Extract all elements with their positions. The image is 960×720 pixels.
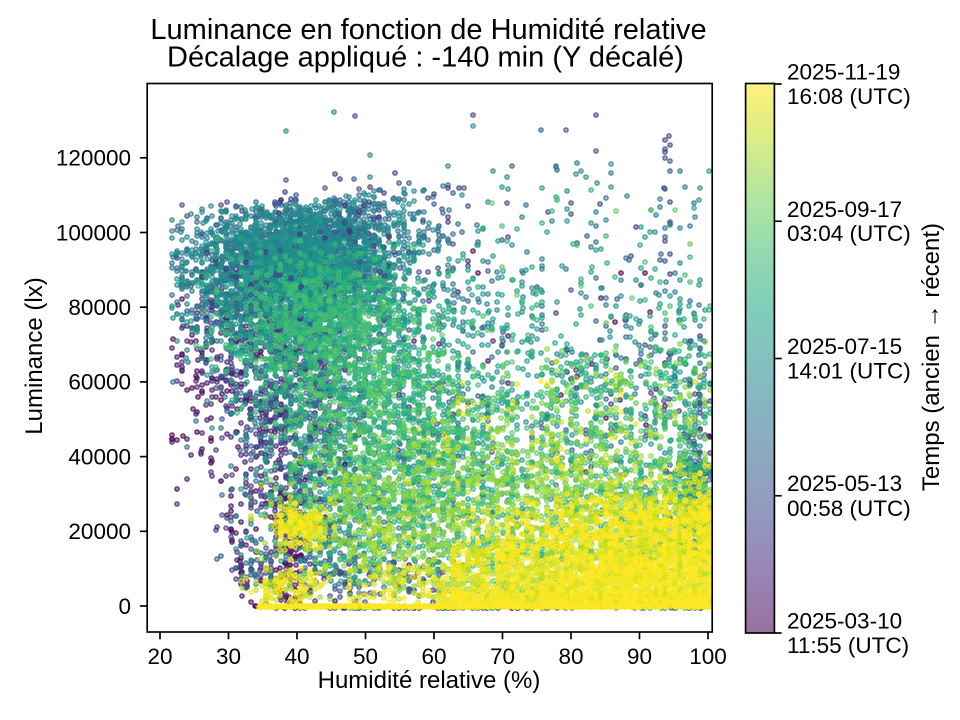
svg-text:0: 0 xyxy=(118,594,131,619)
svg-text:40: 40 xyxy=(284,644,309,669)
svg-text:Luminance (lx): Luminance (lx) xyxy=(21,277,48,434)
svg-text:2025-05-13: 2025-05-13 xyxy=(787,471,902,496)
svg-text:Luminance en fonction de Humid: Luminance en fonction de Humidité relati… xyxy=(150,14,706,46)
svg-text:20: 20 xyxy=(147,644,172,669)
svg-text:50: 50 xyxy=(353,644,378,669)
svg-text:80: 80 xyxy=(558,644,583,669)
svg-text:11:55 (UTC): 11:55 (UTC) xyxy=(787,633,909,658)
svg-text:20000: 20000 xyxy=(68,519,131,544)
svg-text:2025-11-19: 2025-11-19 xyxy=(787,60,900,85)
svg-text:80000: 80000 xyxy=(68,295,131,320)
svg-text:00:58 (UTC): 00:58 (UTC) xyxy=(787,496,911,521)
svg-text:60000: 60000 xyxy=(68,370,131,395)
svg-text:40000: 40000 xyxy=(68,444,131,469)
svg-text:30: 30 xyxy=(216,644,241,669)
svg-text:16:08 (UTC): 16:08 (UTC) xyxy=(787,84,911,109)
svg-text:70: 70 xyxy=(490,644,515,669)
svg-text:03:04 (UTC): 03:04 (UTC) xyxy=(787,221,911,246)
svg-text:100: 100 xyxy=(689,644,727,669)
svg-text:120000: 120000 xyxy=(56,146,131,171)
svg-text:Humidité relative (%): Humidité relative (%) xyxy=(318,667,541,694)
svg-text:2025-07-15: 2025-07-15 xyxy=(787,334,902,359)
svg-text:100000: 100000 xyxy=(56,220,131,245)
svg-text:60: 60 xyxy=(421,644,446,669)
svg-text:2025-09-17: 2025-09-17 xyxy=(787,197,902,222)
svg-text:Décalage appliqué : -140 min (: Décalage appliqué : -140 min (Y décalé) xyxy=(167,42,684,74)
svg-text:90: 90 xyxy=(627,644,652,669)
svg-text:14:01 (UTC): 14:01 (UTC) xyxy=(787,359,911,384)
svg-text:Temps (ancien → récent): Temps (ancien → récent) xyxy=(918,223,945,491)
svg-text:2025-03-10: 2025-03-10 xyxy=(787,609,902,634)
